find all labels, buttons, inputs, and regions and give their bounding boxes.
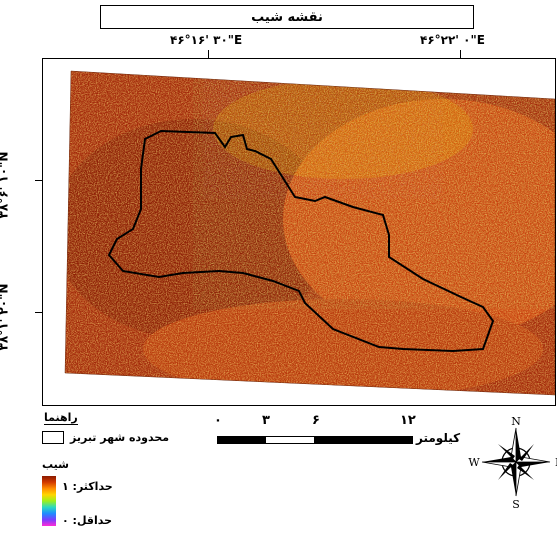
scale-tick-12: ۱۲ (400, 413, 416, 428)
scale-tick-3: ۳ (262, 413, 270, 428)
slope-min-label: حداقل: ۰ (62, 514, 113, 527)
latitude-tick-1 (35, 180, 42, 181)
latitude-label-2: ۳۸°۱' ۲۰"N (0, 283, 11, 351)
legend-slope-title: شیب (42, 458, 69, 471)
legend-title: راهنما (44, 411, 78, 425)
scale-tick-6: ۶ (312, 413, 320, 428)
scale-bar (217, 436, 413, 444)
scale-unit: کیلومتر (416, 431, 461, 445)
map-frame (42, 58, 556, 406)
compass-s: S (512, 498, 520, 511)
longitude-tick-2 (460, 50, 461, 58)
compass-rose-icon: N S E W (468, 415, 557, 511)
slope-raster (64, 70, 555, 396)
slope-max-label: حداکثر: ۱ (62, 480, 113, 493)
boundary-swatch (42, 431, 64, 444)
legend-boundary-item: محدوده شهر تبریز (42, 431, 169, 444)
slope-color-ramp (42, 476, 56, 526)
latitude-tick-2 (35, 312, 42, 313)
boundary-label: محدوده شهر تبریز (70, 431, 170, 444)
compass-w: W (468, 456, 480, 469)
scale-tick-0: ۰ (214, 413, 222, 428)
compass-e: E (555, 456, 557, 469)
longitude-label-2: ۴۶°۲۲' ۰"E (420, 33, 485, 47)
longitude-label-1: ۴۶°۱۶' ۳۰"E (170, 33, 243, 47)
map-title: نقشه شیب (100, 5, 474, 29)
tabriz-boundary (107, 129, 495, 353)
compass-n: N (511, 415, 521, 428)
latitude-label-1: ۳۸°۶' ۱۰"N (0, 151, 11, 219)
longitude-tick-1 (208, 50, 209, 58)
